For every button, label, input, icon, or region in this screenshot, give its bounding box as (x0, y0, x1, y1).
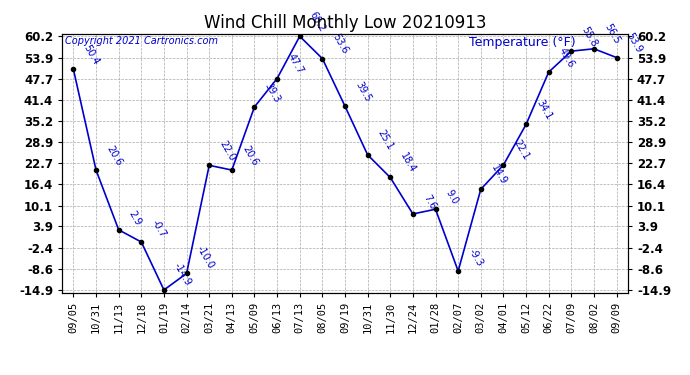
Text: 20.6: 20.6 (104, 144, 124, 167)
Text: -9.3: -9.3 (466, 247, 484, 268)
Text: -10.0: -10.0 (195, 244, 216, 271)
Text: 53.9: 53.9 (625, 31, 644, 55)
Text: 14.9: 14.9 (489, 163, 509, 186)
Text: 22.1: 22.1 (512, 138, 531, 162)
Text: -0.7: -0.7 (150, 218, 168, 239)
Text: -14.9: -14.9 (172, 261, 193, 287)
Text: 34.1: 34.1 (534, 98, 554, 122)
Text: 2.9: 2.9 (127, 209, 144, 227)
Title: Wind Chill Monthly Low 20210913: Wind Chill Monthly Low 20210913 (204, 14, 486, 32)
Text: Temperature (°F): Temperature (°F) (469, 36, 576, 50)
Text: 49.6: 49.6 (557, 46, 576, 69)
Text: 53.6: 53.6 (331, 32, 350, 56)
Text: 9.0: 9.0 (444, 188, 460, 207)
Text: 47.7: 47.7 (286, 52, 305, 76)
Text: 39.3: 39.3 (263, 81, 282, 104)
Text: Copyright 2021 Cartronics.com: Copyright 2021 Cartronics.com (65, 36, 218, 46)
Text: 56.5: 56.5 (602, 22, 622, 46)
Text: 39.5: 39.5 (353, 80, 373, 104)
Text: 60.2: 60.2 (308, 10, 328, 33)
Text: 50.4: 50.4 (81, 43, 101, 67)
Text: 18.4: 18.4 (399, 151, 418, 175)
Text: 20.6: 20.6 (240, 144, 259, 167)
Text: 55.8: 55.8 (580, 25, 599, 48)
Text: 25.1: 25.1 (376, 128, 395, 152)
Text: 22.0: 22.0 (217, 139, 237, 162)
Text: 7.6: 7.6 (421, 193, 437, 211)
